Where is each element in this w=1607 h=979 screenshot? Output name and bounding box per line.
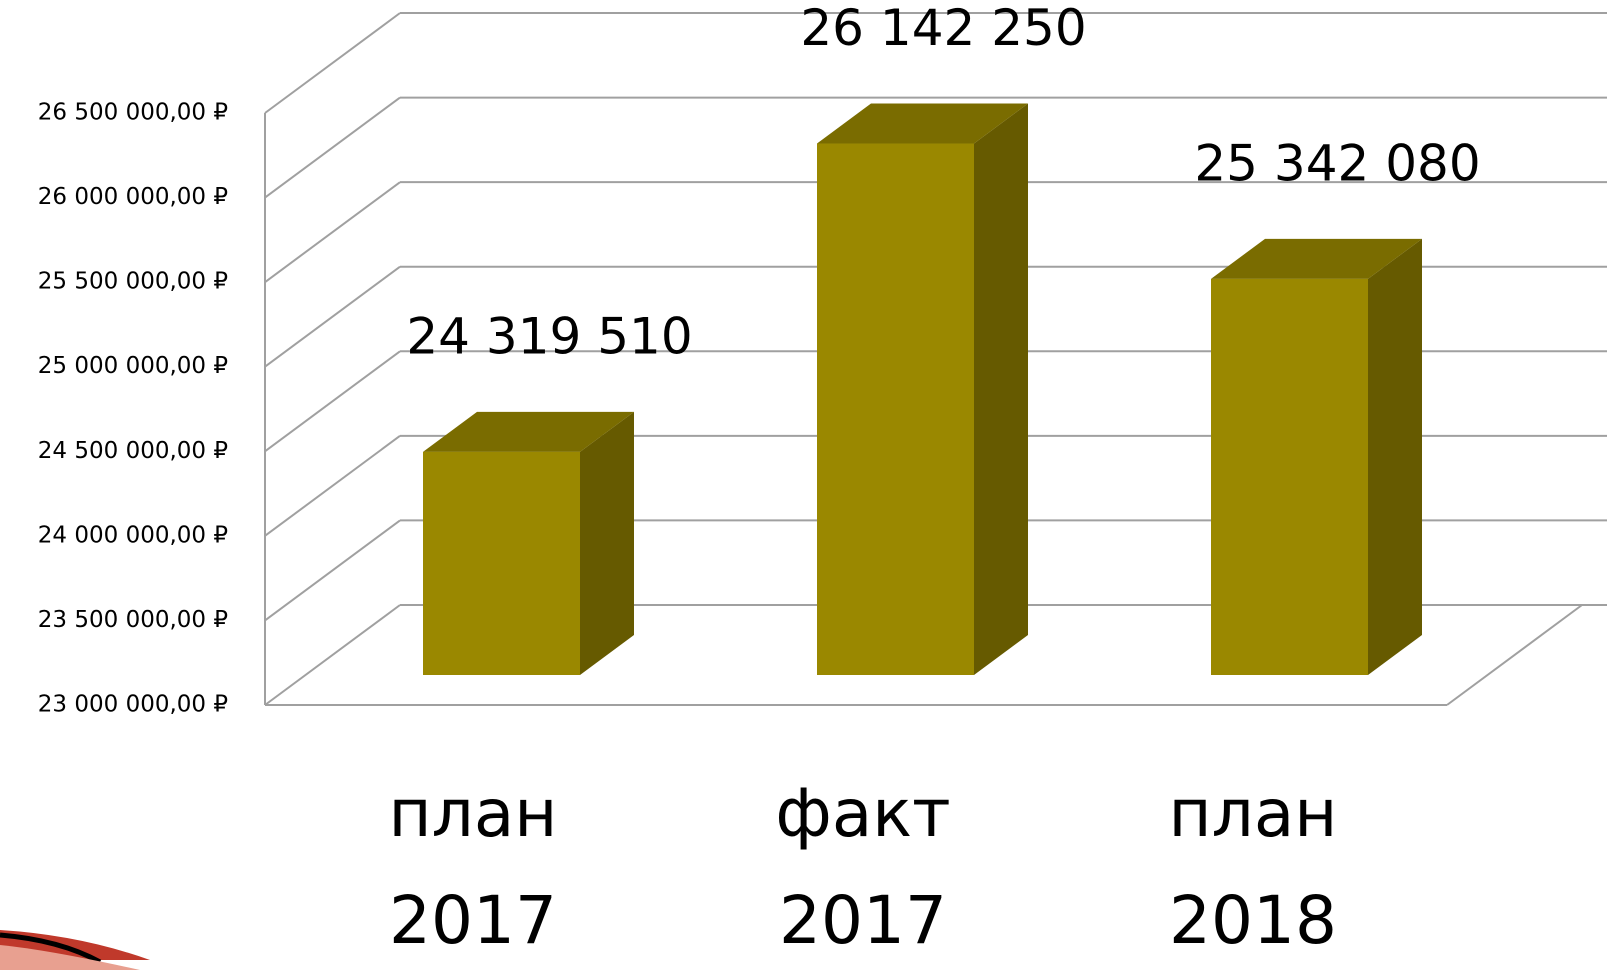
grid-line (264, 12, 401, 114)
floor-edge (1446, 604, 1583, 706)
data-label: 25 342 080 (1194, 134, 1480, 192)
grid-line (264, 265, 401, 368)
x-tick-label: план (389, 775, 558, 852)
y-tick-label: 23 500 000,00 ₽ (38, 607, 228, 633)
y-tick-label: 23 000 000,00 ₽ (38, 692, 228, 718)
bar-top (817, 103, 1028, 144)
data-label: 24 319 510 (406, 307, 692, 365)
bar (423, 451, 580, 675)
bar-side (974, 103, 1028, 675)
x-tick-label: 2017 (389, 882, 557, 959)
x-tick-label: факт (775, 775, 950, 852)
y-tick-label: 26 500 000,00 ₽ (38, 100, 228, 126)
grid-line (264, 181, 401, 283)
grid-line (264, 96, 401, 199)
x-tick-label: 2018 (1169, 882, 1337, 959)
decoration (0, 932, 102, 965)
y-tick-label: 24 000 000,00 ₽ (38, 522, 228, 548)
bar-top (1211, 238, 1422, 279)
bar-side (1368, 238, 1422, 676)
grid-line (264, 604, 401, 706)
grid-line (264, 519, 401, 622)
decoration (0, 945, 140, 970)
y-tick-label: 25 500 000,00 ₽ (38, 269, 228, 295)
y-tick-label: 25 000 000,00 ₽ (38, 353, 228, 379)
grid-line (264, 350, 401, 453)
y-tick-label: 26 000 000,00 ₽ (38, 184, 228, 210)
bar (1211, 278, 1368, 675)
grid-line (264, 435, 401, 537)
y-tick-label: 24 500 000,00 ₽ (38, 438, 228, 464)
x-tick-label: 2017 (779, 882, 947, 959)
data-label: 26 142 250 (800, 0, 1086, 57)
bar-side (580, 411, 634, 675)
bar (817, 143, 974, 675)
bar-top (423, 411, 634, 452)
x-tick-label: план (1169, 775, 1338, 852)
